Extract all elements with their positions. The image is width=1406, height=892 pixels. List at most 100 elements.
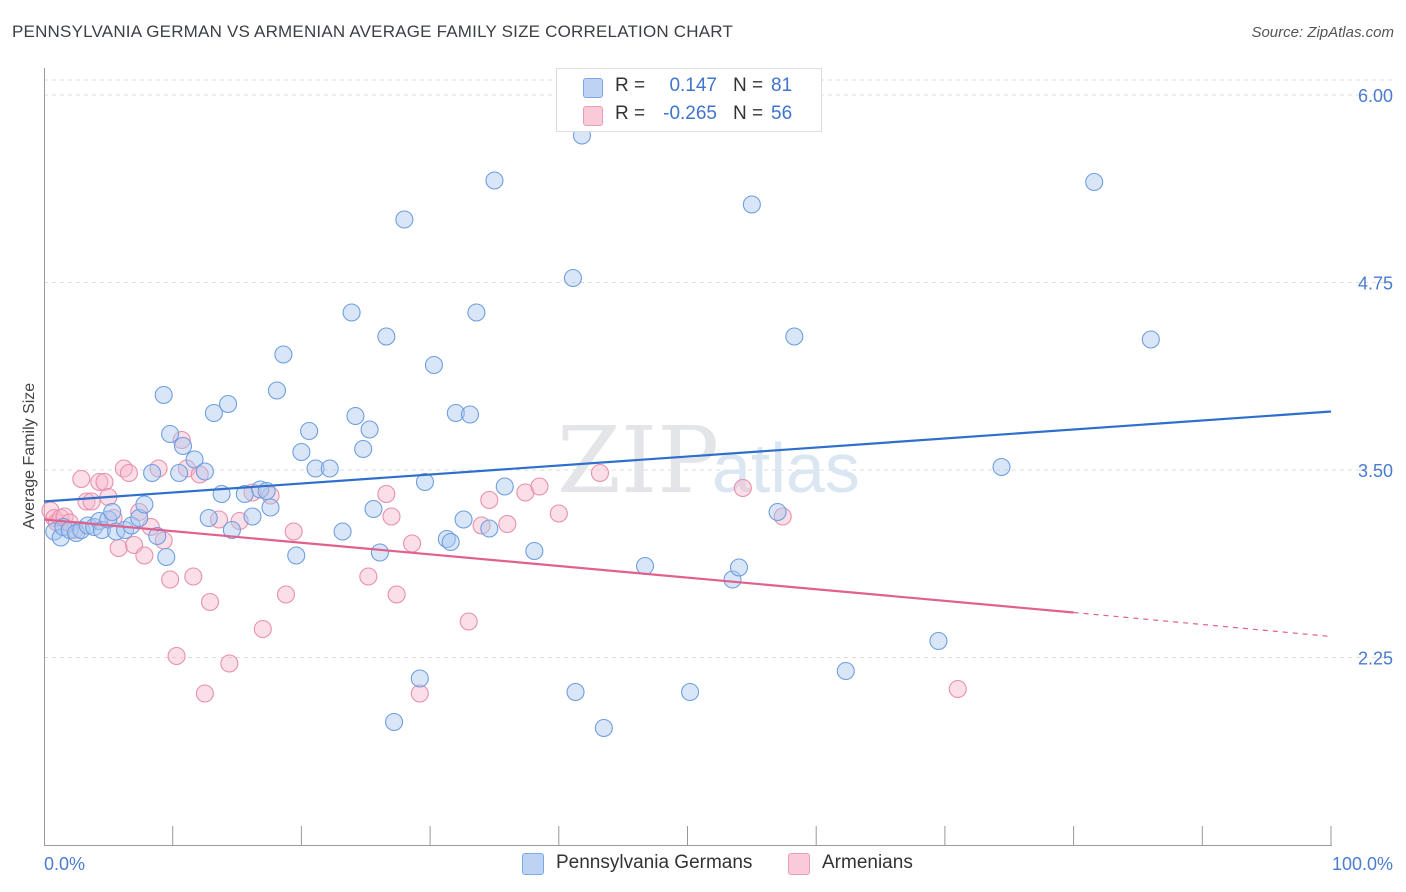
pennsylvania-germans-point — [199, 508, 218, 528]
armenians-point — [530, 477, 549, 496]
armenians-point — [498, 514, 517, 534]
pennsylvania-germans-point — [157, 547, 176, 567]
pennsylvania-germans-point — [410, 669, 429, 688]
armenians-point — [161, 570, 180, 589]
pennsylvania-germans-points — [45, 126, 1160, 738]
pennsylvania-germans-point — [364, 499, 383, 519]
pennsylvania-germans-point — [195, 462, 214, 481]
pennsylvania-germans-point — [261, 498, 280, 517]
x-tick-label: 100.0% — [1332, 854, 1393, 874]
armenians-point — [549, 504, 568, 523]
armenians-point — [90, 472, 109, 492]
n-label: N = — [733, 103, 764, 124]
pennsylvania-germans-point — [1141, 330, 1160, 349]
pennsylvania-germans-point — [122, 516, 141, 535]
pink-swatch — [583, 106, 603, 126]
x-tick-labels: 0.0% 100.0% — [44, 854, 1393, 874]
pennsylvania-germans-point — [292, 442, 311, 462]
pennsylvania-germans-point — [287, 546, 306, 565]
pennsylvania-germans-point — [929, 631, 948, 651]
armenians-point — [480, 490, 499, 510]
pennsylvania-germans-point — [480, 519, 499, 538]
watermark-atlas: atlas — [712, 429, 860, 507]
pennsylvania-germans-point — [135, 495, 154, 514]
legend-row-armenians: R = -0.265 N = 56 — [557, 100, 821, 130]
r-label: R = — [615, 75, 646, 96]
armenians-point — [135, 546, 154, 565]
pennsylvania-germans-point — [222, 520, 241, 540]
armenians-point — [733, 478, 752, 498]
pennsylvania-germans-point — [742, 195, 761, 214]
pennsylvania-germans-point — [218, 394, 238, 414]
armenians-point — [253, 619, 272, 639]
y-tick-labels: 2.25 3.50 4.75 6.00 — [1358, 86, 1393, 669]
pennsylvania-germans-point — [267, 381, 286, 400]
armenians-point — [72, 469, 91, 489]
pennsylvania-germans-point — [103, 502, 122, 522]
armenians-point — [590, 463, 610, 483]
armenians-point — [220, 654, 239, 673]
pennsylvania-germans-trend-line — [43, 410, 1332, 503]
pennsylvania-germans-point — [346, 406, 365, 426]
pennsylvania-germans-point — [130, 508, 149, 528]
pennsylvania-germans-point — [460, 405, 480, 424]
y-tick-label: 2.25 — [1358, 649, 1393, 669]
r-label: R = — [615, 103, 646, 124]
n-value: 81 — [771, 75, 793, 96]
r-value: 0.147 — [669, 75, 717, 96]
pennsylvania-germans-point — [415, 472, 435, 492]
blue-swatch — [583, 78, 603, 98]
armenians-point — [172, 430, 191, 450]
gridlines — [44, 79, 1394, 658]
pennsylvania-germans-point — [78, 516, 97, 535]
pennsylvania-germans-point — [635, 556, 655, 576]
pennsylvania-germans-point — [454, 510, 473, 529]
trend-lines — [43, 410, 1332, 638]
n-value: 56 — [771, 103, 793, 124]
y-tick-label: 4.75 — [1358, 274, 1393, 294]
legend-label: Pennsylvania Germans — [556, 852, 753, 873]
armenians-point — [459, 612, 478, 631]
pennsylvania-germans-point — [342, 303, 361, 322]
pennsylvania-germans-point — [594, 718, 613, 738]
legend-label: Armenians — [822, 852, 913, 873]
armenians-point — [377, 484, 396, 504]
armenians-point — [119, 463, 138, 483]
pennsylvania-germans-point — [154, 385, 173, 405]
pennsylvania-germans-point — [370, 543, 389, 562]
pennsylvania-germans-point — [185, 450, 204, 469]
pennsylvania-germans-point — [836, 661, 855, 681]
armenians-point — [184, 567, 203, 586]
armenians-point — [359, 567, 378, 586]
armenians-point — [387, 585, 406, 604]
pennsylvania-germans-point — [306, 459, 325, 478]
n-label: N = — [733, 75, 764, 96]
y-tick-label: 6.00 — [1358, 86, 1393, 106]
pennsylvania-germans-point — [441, 532, 460, 552]
armenians-point — [948, 679, 967, 699]
correlation-legend: R = 0.147 N = 81 R = -0.265 N = 56 — [556, 68, 822, 132]
pennsylvania-germans-point — [424, 355, 444, 375]
pennsylvania-germans-point — [992, 457, 1011, 477]
pennsylvania-germans-point — [170, 463, 189, 483]
pennsylvania-germans-point — [563, 268, 583, 288]
watermark: ZIP atlas — [557, 407, 860, 514]
armenians-point — [109, 538, 128, 558]
pennsylvania-germans-point — [385, 712, 404, 732]
pennsylvania-germans-point — [300, 421, 319, 441]
x-tick-label: 0.0% — [44, 854, 85, 874]
armenians-point — [284, 522, 303, 541]
y-axis-label: Average Family Size — [21, 383, 38, 530]
chart-title: PENNSYLVANIA GERMAN VS ARMENIAN AVERAGE … — [12, 22, 734, 41]
armenians-point — [200, 592, 220, 612]
pennsylvania-germans-point — [173, 436, 193, 456]
pennsylvania-germans-point — [566, 682, 585, 702]
pennsylvania-germans-point — [148, 526, 167, 546]
armenians-trend-extension — [1073, 611, 1332, 638]
pennsylvania-germans-point — [143, 463, 162, 483]
pennsylvania-germans-point — [681, 682, 700, 702]
pennsylvania-germans-point — [525, 541, 544, 561]
pennsylvania-germans-point — [354, 439, 373, 459]
axes — [44, 68, 1332, 846]
